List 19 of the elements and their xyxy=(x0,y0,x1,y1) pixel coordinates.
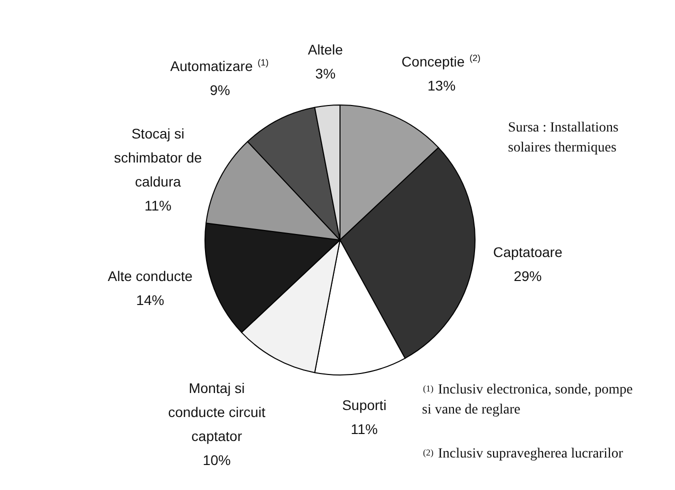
text: Sursa : Installations solaires thermiques xyxy=(508,120,618,156)
slice-label: Stocaj si schimbator de caldura xyxy=(114,126,202,190)
slice-label: Suporti xyxy=(342,397,386,414)
slice-label: Conceptie (2) xyxy=(402,53,480,70)
text: (1) Inclusiv electronica, sonde, pompe si vane de reglare xyxy=(422,382,633,418)
data-label: 9% xyxy=(210,82,230,98)
data-label: 13% xyxy=(428,78,456,94)
text: (2) Inclusiv supravegherea lucrarilor xyxy=(423,446,624,462)
slice-label: Alte conducte xyxy=(108,268,193,284)
slice-label: Automatizare (1) xyxy=(170,57,269,74)
data-label: 14% xyxy=(136,292,164,308)
data-label: 10% xyxy=(202,452,231,468)
slice-label: Montaj si conducte circuit captator xyxy=(168,380,266,444)
slice-label: Altele xyxy=(308,42,344,58)
data-label: 11% xyxy=(350,421,378,438)
slice-label: Captatoare xyxy=(493,244,563,260)
data-label: 3% xyxy=(315,66,336,82)
data-label: 29% xyxy=(514,268,542,284)
data-label: 11% xyxy=(144,198,172,214)
